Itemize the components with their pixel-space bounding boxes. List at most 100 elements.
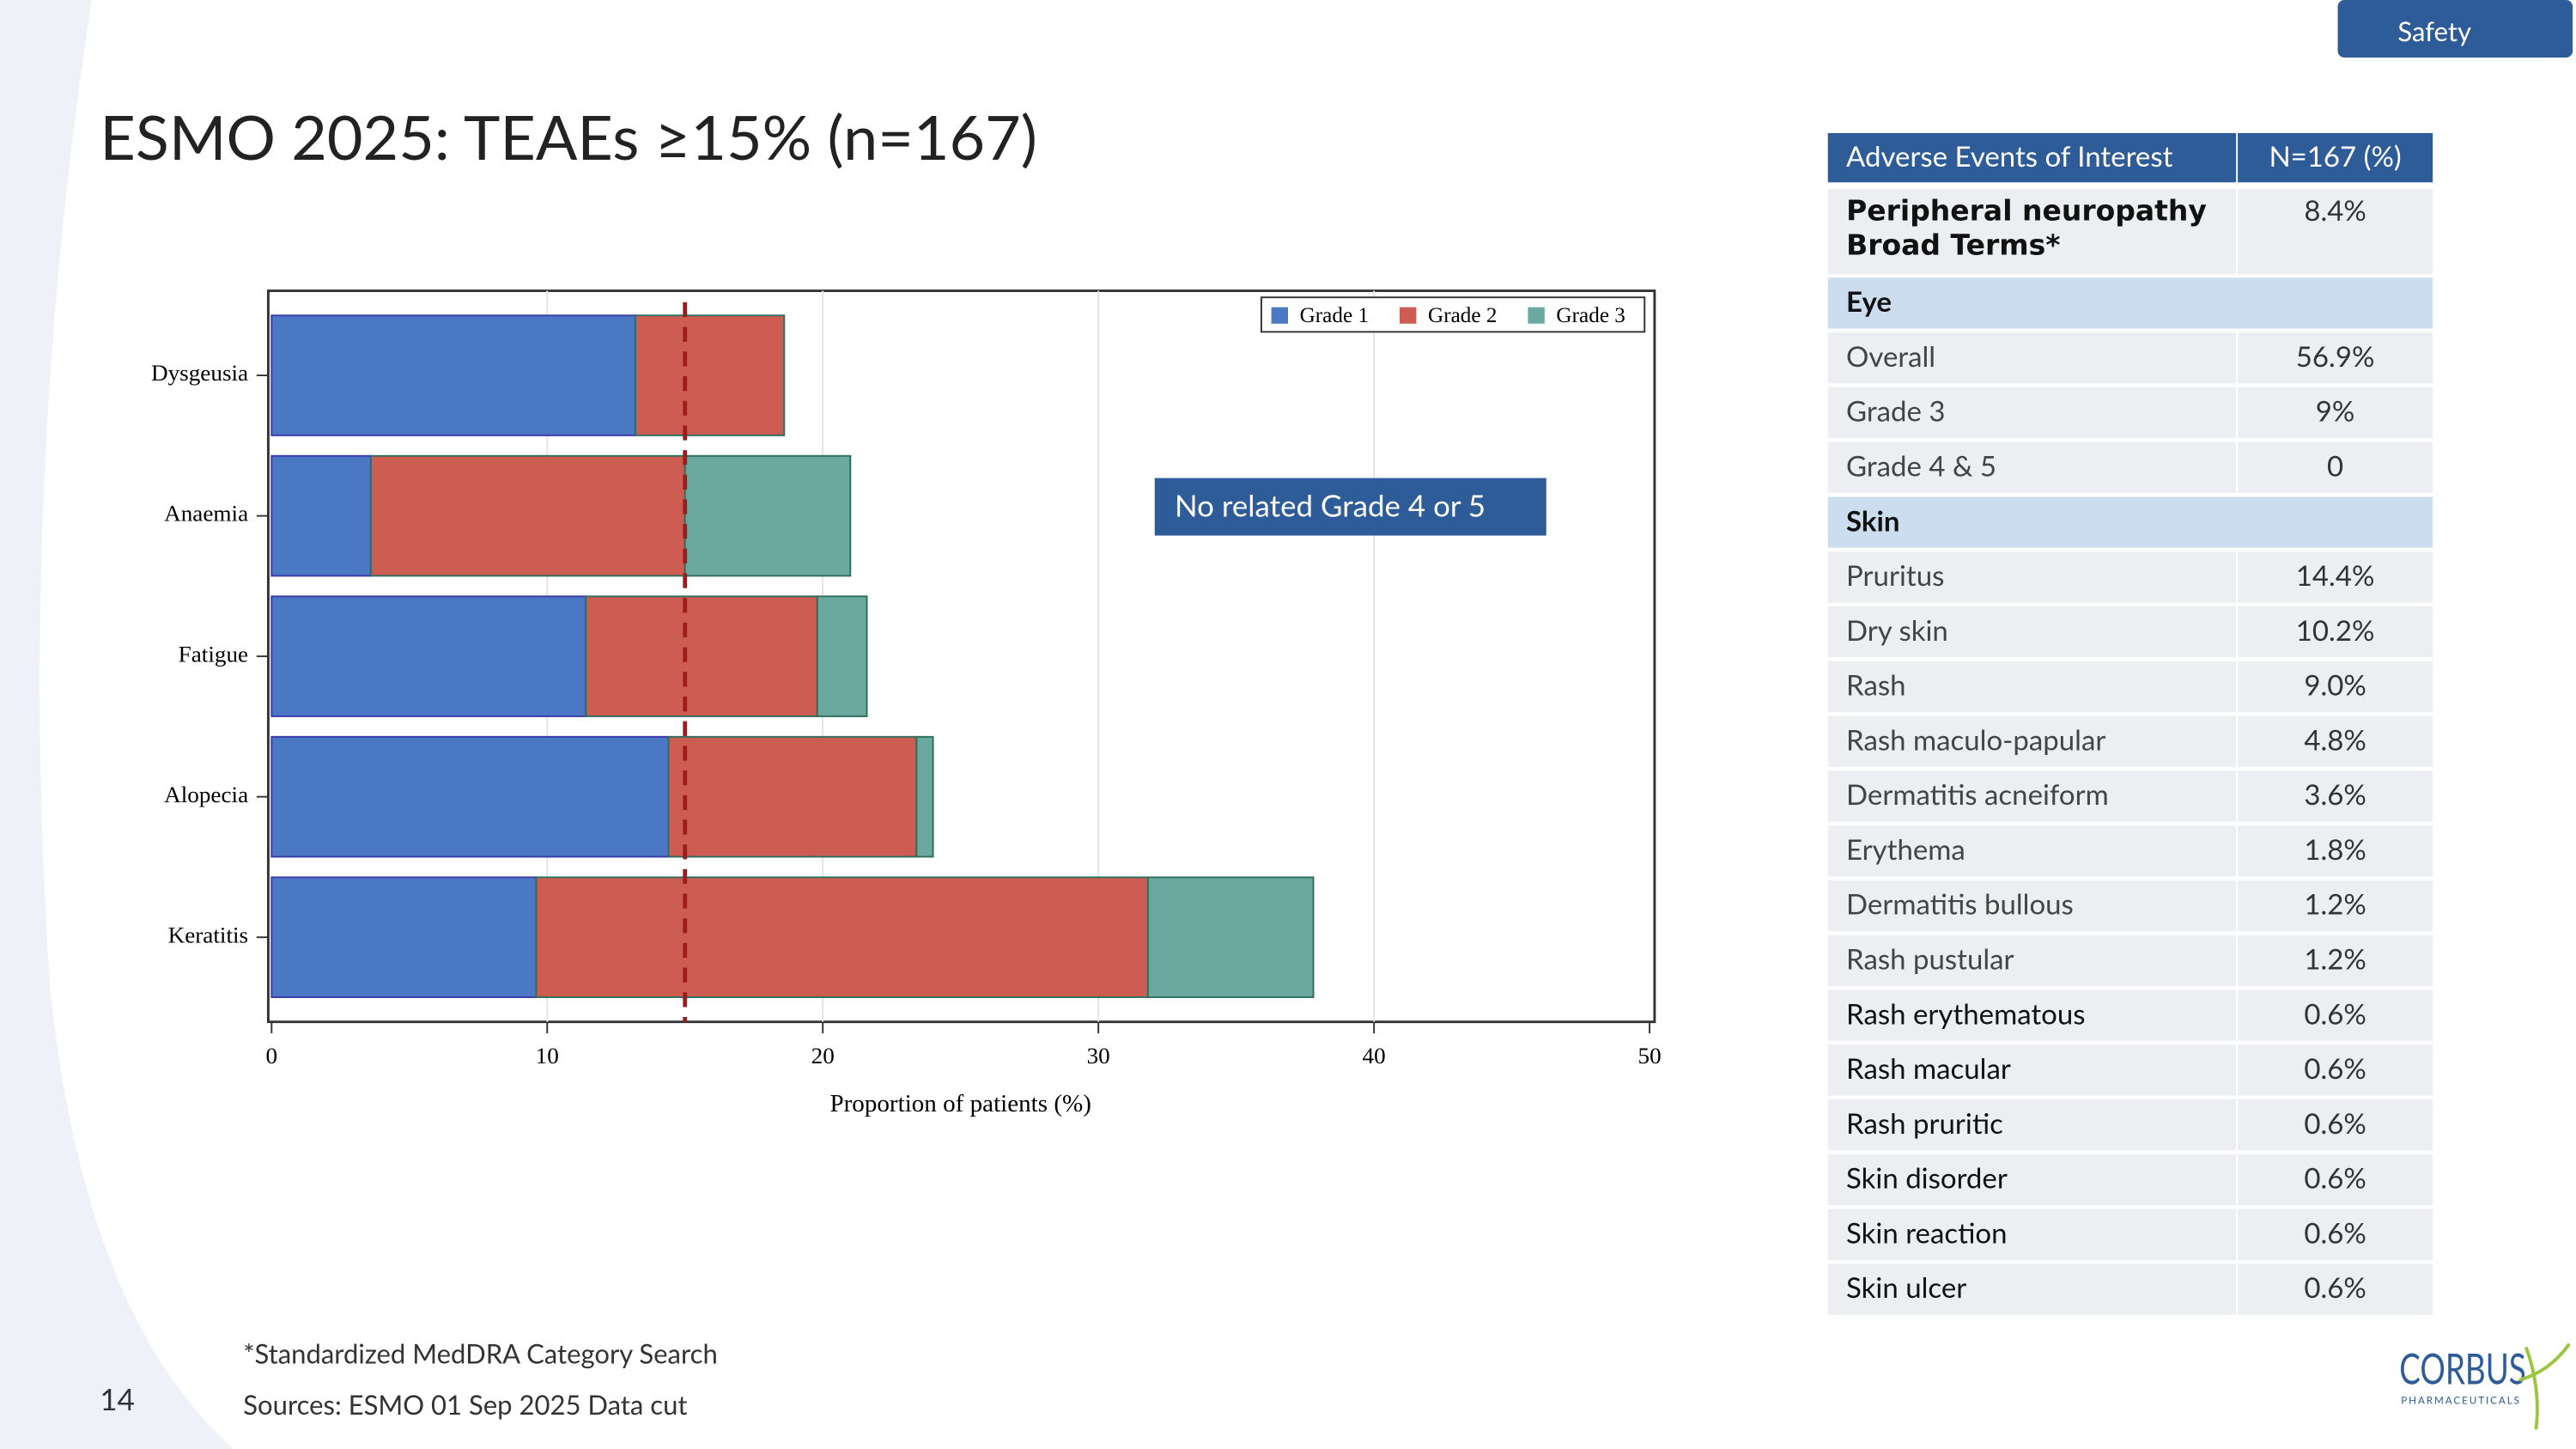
table-cell-wrap: Peripheral neuropathy Broad Terms*: [1846, 195, 2207, 264]
table-row-value: 10.2%: [2296, 613, 2375, 647]
table-row-label: Erythema: [1846, 832, 1965, 866]
background-curve: [0, 0, 234, 1449]
table-row-label: Dermatitis bullous: [1846, 887, 2074, 921]
table-cell: [2238, 551, 2433, 603]
section-tag-text: Safety: [2397, 15, 2471, 47]
table-cell: [2238, 1044, 2433, 1096]
table-section-label: Skin: [1846, 504, 1899, 538]
legend-label: Grade 3: [1556, 304, 1625, 327]
footnote: *Standardized MedDRA Category Search: [243, 1338, 717, 1370]
table-cell: [2238, 661, 2433, 713]
table-row-value: 56.9%: [2296, 339, 2375, 373]
table-row-value: 0.6%: [2304, 1216, 2366, 1250]
y-tick-label: Keratitis: [168, 922, 249, 948]
table-cell: [1827, 441, 2237, 493]
table-cell: [2238, 606, 2433, 658]
table-section-row: [1827, 496, 2433, 548]
table-cell: [1827, 1263, 2237, 1315]
table-header-cell: [1827, 132, 2237, 183]
table-row-value: 1.2%: [2304, 887, 2366, 921]
table-cell: [2238, 387, 2433, 439]
bar-segment: [915, 735, 934, 858]
table-row-value: 0: [2327, 449, 2343, 483]
x-tick-label: 10: [536, 1043, 559, 1068]
table-row-value: 9.0%: [2304, 668, 2366, 702]
table-cell: [2238, 441, 2433, 493]
table-row-label: Rash macular: [1846, 1051, 2011, 1085]
table-row-label: Rash: [1846, 668, 1906, 702]
table-cell: [2238, 1099, 2433, 1151]
table-cell: [1827, 661, 2237, 713]
table-cell: [1827, 715, 2237, 767]
table-header-text: N=167 (%): [2269, 139, 2401, 173]
table-cell: [2238, 880, 2433, 932]
table-cell: [1827, 387, 2237, 439]
table-header-text: Adverse Events of Interest: [1846, 139, 2173, 173]
table-row-label: Peripheral neuropathy Broad Terms*: [1846, 195, 2207, 264]
table-row-value: 9%: [2316, 394, 2355, 428]
bar-segment: [270, 876, 538, 998]
table-row-label: Skin ulcer: [1846, 1270, 1966, 1304]
bar-segment: [634, 314, 786, 436]
table-cell: [2238, 1263, 2433, 1315]
logo-subtitle: PHARMACEUTICALS: [2401, 1396, 2521, 1407]
table-cell: [1827, 770, 2237, 822]
y-tick-label: Fatigue: [179, 641, 249, 667]
x-axis-label: Proportion of patients (%): [829, 1090, 1091, 1117]
table-cell: [1827, 551, 2237, 603]
table-row-value: 0.6%: [2304, 997, 2366, 1031]
table-row-label: Skin disorder: [1846, 1161, 2008, 1195]
table-cell: [2238, 332, 2433, 384]
table-row-value: 4.8%: [2304, 723, 2366, 757]
y-tick-label: Alopecia: [164, 782, 248, 807]
table-row-label: Grade 3: [1846, 394, 1945, 428]
x-tick-label: 30: [1087, 1043, 1110, 1068]
legend-box: [1260, 296, 1646, 333]
sources: Sources: ESMO 01 Sep 2025 Data cut: [243, 1389, 687, 1421]
table-row-value: 1.2%: [2304, 942, 2366, 976]
x-tick-label: 50: [1638, 1043, 1662, 1068]
table-cell: [1827, 1154, 2237, 1206]
table-row-label: Rash pustular: [1846, 942, 2014, 976]
table-cell: [1827, 989, 2237, 1041]
table-cell: [1827, 332, 2237, 384]
legend-swatch: [1528, 307, 1545, 324]
x-tick-label: 20: [811, 1043, 835, 1068]
table-cell: [2238, 825, 2433, 877]
table-cell: [1827, 188, 2237, 275]
table-header-cell: [2238, 132, 2433, 183]
table-row-value: 0.6%: [2304, 1106, 2366, 1140]
table-row-value: 3.6%: [2304, 777, 2366, 811]
table-cell: [2238, 1154, 2433, 1206]
table-cell: [1827, 1209, 2237, 1260]
table-section-row: [1827, 277, 2433, 329]
table-cell: [1827, 935, 2237, 987]
legend-label: Grade 2: [1428, 304, 1497, 327]
bar-segment: [1146, 876, 1315, 998]
page-number: 14: [100, 1382, 134, 1417]
logo-name: CORBUS: [2399, 1342, 2525, 1394]
table-cell: [2238, 989, 2433, 1041]
table-row-label: Rash pruritic: [1846, 1106, 2003, 1140]
section-tag: [2337, 0, 2573, 58]
annotation-box: [1154, 478, 1546, 536]
table-row-label: Rash maculo-papular: [1846, 723, 2105, 757]
bar-segment: [816, 595, 868, 717]
table-cell: [2238, 935, 2433, 987]
bar-segment: [270, 454, 372, 577]
table-row-value: 0.6%: [2304, 1051, 2366, 1085]
y-tick-label: Anaemia: [164, 501, 248, 527]
table-section-label: Eye: [1846, 284, 1892, 318]
y-tick-label: Dysgeusia: [151, 360, 248, 386]
bar-segment: [270, 314, 636, 436]
x-tick-label: 40: [1363, 1043, 1386, 1068]
table-cell: [1827, 880, 2237, 932]
table-row-value: 0.6%: [2304, 1270, 2366, 1304]
bar-segment: [667, 735, 918, 858]
annotation-text: No related Grade 4 or 5: [1175, 489, 1485, 524]
logo-mark: [2518, 1342, 2571, 1430]
table-cell: [1827, 606, 2237, 658]
table-row-value: 14.4%: [2296, 558, 2375, 592]
bar-segment: [270, 595, 587, 717]
